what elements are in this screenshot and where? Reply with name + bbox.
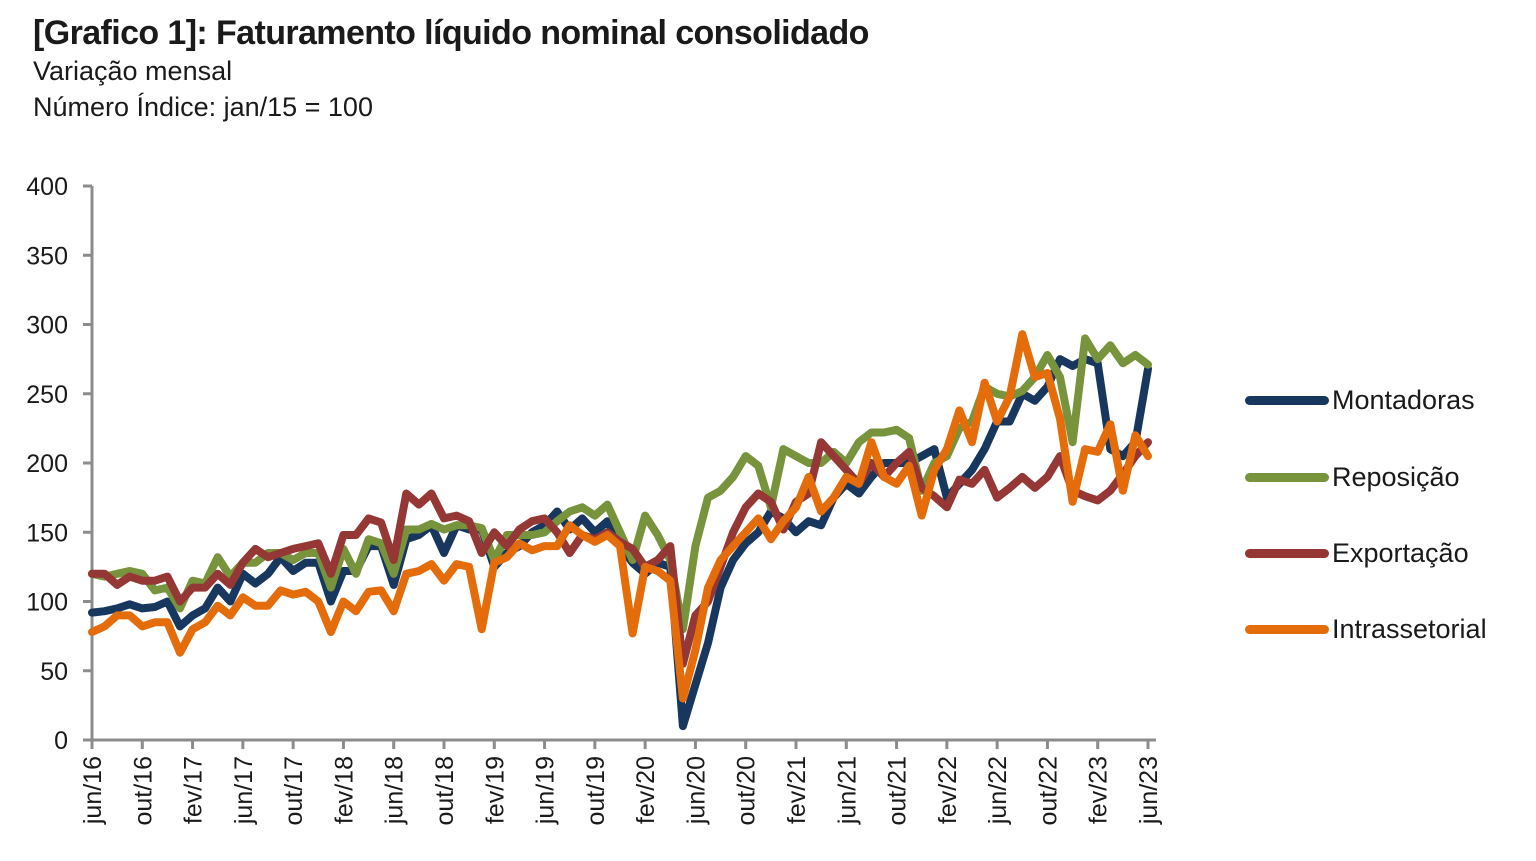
x-tick-label: out/19 — [582, 756, 610, 826]
x-tick-label: out/21 — [884, 756, 912, 826]
x-tick-label: fev/22 — [934, 756, 962, 824]
y-tick-label: 200 — [26, 450, 68, 478]
y-tick-label: 400 — [26, 173, 68, 201]
x-tick-label: jun/18 — [381, 756, 409, 825]
y-tick-label: 150 — [26, 519, 68, 547]
x-tick-label: out/18 — [431, 756, 459, 826]
x-tick-label: fev/20 — [632, 756, 660, 824]
x-tick-label: out/16 — [129, 756, 157, 826]
chart-title: [Grafico 1]: Faturamento líquido nominal… — [33, 14, 869, 52]
legend-label-reposicao: Reposição — [1332, 462, 1460, 492]
x-tick-label: jun/17 — [230, 756, 258, 825]
x-tick-label: fev/18 — [330, 756, 358, 824]
x-tick-label: jun/16 — [79, 756, 107, 825]
chart-subtitle-variation: Variação mensal — [33, 56, 233, 86]
legend-item-intrassetorial: Intrassetorial — [1245, 614, 1487, 645]
legend-swatch-exportacao — [1245, 549, 1329, 558]
series-line-intrassetorial — [88, 330, 1152, 703]
x-tick-label: out/22 — [1034, 756, 1062, 826]
legend-item-montadoras: Montadoras — [1245, 385, 1475, 416]
x-axis: jun/16 out/16 fev/17 jun/17 out/17 fev/18 jun/… — [79, 738, 1163, 826]
legend-swatch-reposicao — [1245, 473, 1329, 482]
legend-item-reposicao: Reposição — [1245, 462, 1460, 493]
chart-subtitle-index: Número Índice: jan/15 = 100 — [33, 92, 373, 122]
x-tick-label: fev/23 — [1085, 756, 1113, 824]
legend-swatch-intrassetorial — [1245, 625, 1329, 634]
legend-item-exportacao: Exportação — [1245, 538, 1469, 569]
legend-label-montadoras: Montadoras — [1332, 385, 1475, 415]
x-tick-label: fev/17 — [180, 756, 208, 824]
y-tick-label: 50 — [40, 658, 68, 686]
x-tick-label: jun/22 — [984, 756, 1012, 825]
x-tick-label: jun/19 — [532, 756, 560, 825]
legend-swatch-montadoras — [1245, 396, 1329, 405]
x-tick-label: fev/21 — [783, 756, 811, 824]
x-tick-label: out/20 — [733, 756, 761, 826]
y-tick-label: 250 — [26, 381, 68, 409]
x-tick-label: out/17 — [280, 756, 308, 826]
y-tick-label: 0 — [54, 727, 68, 755]
x-tick-label: jun/23 — [1135, 756, 1163, 825]
y-axis: 0 50 100 150 200 250 300 350 400 — [26, 173, 94, 755]
x-tick-label: jun/20 — [682, 756, 710, 825]
y-tick-label: 350 — [26, 242, 68, 270]
y-tick-label: 100 — [26, 589, 68, 617]
legend-label-exportacao: Exportação — [1332, 538, 1469, 568]
series-layer — [88, 330, 1152, 731]
x-tick-label: fev/19 — [481, 756, 509, 824]
legend-label-intrassetorial: Intrassetorial — [1332, 614, 1487, 644]
y-tick-label: 300 — [26, 312, 68, 340]
x-tick-label: jun/21 — [833, 756, 861, 825]
